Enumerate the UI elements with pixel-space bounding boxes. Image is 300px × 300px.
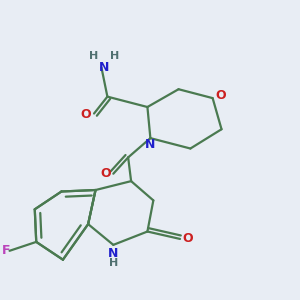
Text: H: H	[110, 51, 119, 61]
Text: N: N	[99, 61, 110, 74]
Text: O: O	[80, 108, 91, 121]
Text: O: O	[100, 167, 111, 180]
Text: N: N	[108, 247, 119, 260]
Text: O: O	[182, 232, 193, 245]
Text: N: N	[145, 138, 156, 151]
Text: O: O	[216, 89, 226, 102]
Text: F: F	[2, 244, 11, 257]
Text: H: H	[89, 51, 99, 61]
Text: H: H	[109, 258, 118, 268]
